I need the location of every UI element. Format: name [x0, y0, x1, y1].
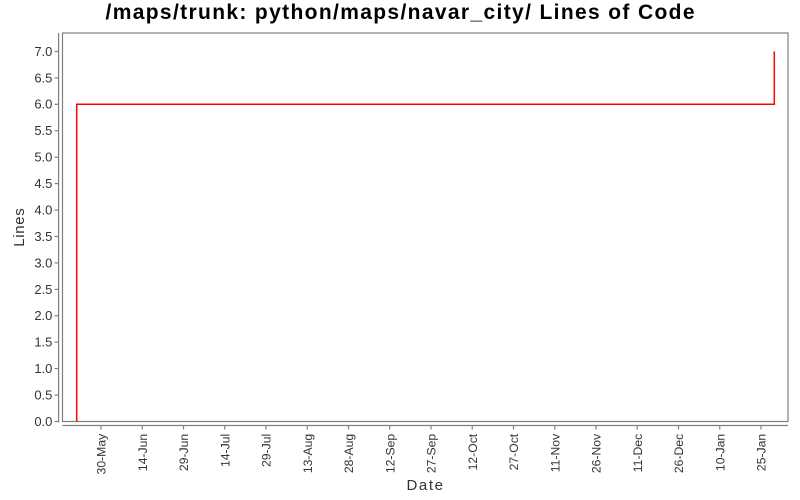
svg-text:28-Aug: 28-Aug — [342, 434, 356, 473]
svg-text:12-Oct: 12-Oct — [466, 433, 480, 470]
svg-text:30-May: 30-May — [95, 433, 109, 475]
svg-text:Date: Date — [406, 477, 443, 494]
svg-text:12-Sep: 12-Sep — [383, 434, 397, 474]
svg-text:/maps/trunk: python/maps/navar: /maps/trunk: python/maps/navar_city/ Lin… — [106, 1, 695, 24]
svg-text:3.5: 3.5 — [34, 229, 52, 244]
svg-text:6.0: 6.0 — [34, 97, 52, 112]
svg-text:7.0: 7.0 — [34, 44, 52, 59]
svg-text:11-Nov: 11-Nov — [548, 433, 562, 472]
svg-text:26-Nov: 26-Nov — [590, 433, 604, 473]
svg-text:29-Jun: 29-Jun — [177, 434, 191, 471]
svg-text:13-Aug: 13-Aug — [301, 434, 315, 473]
svg-text:2.5: 2.5 — [34, 282, 52, 297]
svg-text:14-Jun: 14-Jun — [136, 434, 150, 471]
svg-text:29-Jul: 29-Jul — [260, 434, 274, 467]
svg-text:Lines: Lines — [11, 208, 28, 247]
svg-text:2.0: 2.0 — [34, 308, 52, 323]
svg-text:4.5: 4.5 — [34, 176, 52, 191]
svg-text:27-Oct: 27-Oct — [507, 433, 521, 470]
svg-text:0.5: 0.5 — [34, 388, 52, 403]
svg-text:10-Jan: 10-Jan — [713, 434, 727, 471]
svg-text:1.5: 1.5 — [34, 335, 52, 350]
svg-text:0.0: 0.0 — [34, 414, 52, 429]
svg-text:11-Dec: 11-Dec — [631, 434, 645, 472]
svg-text:6.5: 6.5 — [34, 70, 52, 85]
svg-text:5.5: 5.5 — [34, 123, 52, 138]
svg-text:14-Jul: 14-Jul — [218, 434, 232, 467]
svg-text:4.0: 4.0 — [34, 203, 52, 218]
svg-text:3.0: 3.0 — [34, 255, 52, 270]
svg-text:26-Dec: 26-Dec — [672, 434, 686, 473]
svg-text:25-Jan: 25-Jan — [755, 434, 769, 471]
svg-text:1.0: 1.0 — [34, 361, 52, 376]
svg-text:27-Sep: 27-Sep — [425, 434, 439, 474]
svg-text:5.0: 5.0 — [34, 150, 52, 165]
